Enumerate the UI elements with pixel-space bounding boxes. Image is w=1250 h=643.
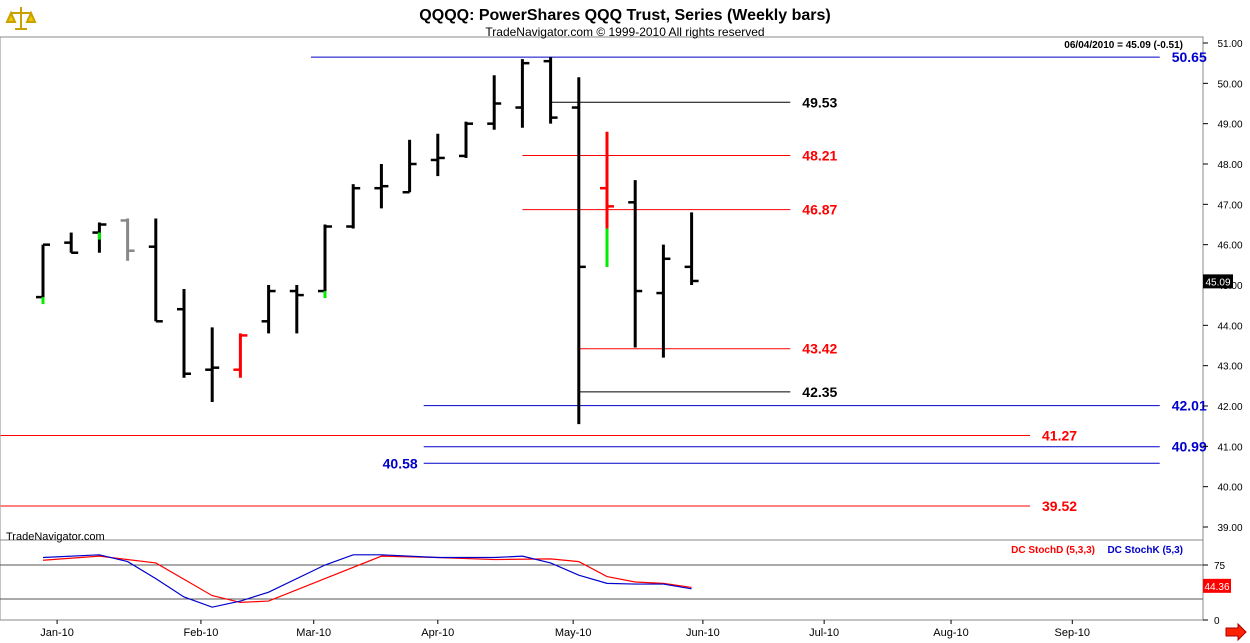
price-panel	[0, 36, 1204, 541]
level-label: 39.52	[1042, 498, 1077, 514]
y-tick-label: 42.00	[1217, 402, 1242, 413]
y-tick-label: 50.00	[1217, 79, 1242, 90]
trade-navigator-logo[interactable]	[5, 4, 37, 34]
ohlc-bar	[628, 180, 643, 348]
last-price-label: 45.09	[1205, 277, 1230, 288]
ohlc-bar	[402, 139, 417, 194]
y-tick-label: 43.00	[1217, 362, 1242, 373]
stochastic-lines	[0, 554, 1203, 608]
x-tick-label: Feb-10	[183, 627, 218, 639]
x-tick-label: Sep-10	[1055, 627, 1090, 639]
y-tick-label: 44.00	[1217, 321, 1242, 332]
level-label: 42.01	[1172, 398, 1207, 414]
y-tick-label: 51.00	[1217, 39, 1242, 50]
ohlc-bar	[233, 333, 248, 378]
scales-icon	[5, 7, 37, 30]
level-label: 42.35	[802, 384, 837, 400]
level-label: 49.53	[802, 94, 837, 110]
scroll-right-arrow-icon[interactable]	[1225, 622, 1247, 642]
ohlc-bar	[64, 232, 79, 254]
y-tick-label: 41.00	[1217, 442, 1242, 453]
watermark-text: TradeNavigator.com	[6, 531, 105, 543]
last-price-box	[1203, 274, 1233, 289]
y-tick-label: 40.00	[1217, 483, 1242, 494]
ohlc-bars	[36, 57, 699, 425]
ohlc-bar	[459, 121, 473, 158]
copyright-text: TradeNavigator.com © 1999-2010 All right…	[485, 25, 764, 39]
x-tick-label: Jan-10	[40, 627, 74, 639]
ohlc-bar	[515, 59, 530, 128]
y-tick-label: 49.00	[1217, 120, 1242, 131]
y-tick-label: 47.00	[1217, 200, 1242, 211]
ohlc-bar	[600, 131, 614, 267]
ohlc-bar	[36, 243, 50, 305]
y-tick-label: 39.00	[1217, 523, 1242, 534]
stoch-tick-label: 0	[1214, 616, 1220, 627]
level-label: 40.58	[383, 455, 418, 471]
legend-stoch-k: DC StochK (5,3)	[1107, 545, 1183, 556]
stoch-panel	[0, 539, 1204, 621]
quote-readout: 06/04/2010 = 45.09 (-0.51)	[1064, 40, 1183, 51]
legend-stoch-d: DC StochD (5,3,3)	[1011, 545, 1095, 556]
y-tick-label: 48.00	[1217, 160, 1242, 171]
level-label: 46.87	[802, 202, 837, 218]
ohlc-bar	[346, 184, 361, 229]
ohlc-bar	[571, 77, 586, 425]
x-tick-label: Jun-10	[686, 627, 720, 639]
price-levels: 50.65 49.53 48.21 46.87 43.42 42.35 42.01 41.27…	[0, 49, 1207, 514]
stoch-series-line	[42, 555, 692, 604]
ohlc-bar	[656, 244, 671, 358]
date-axis: Jan-10 Feb-10 Mar-10 Apr-10 May-10 Jun-10 Jul-…	[40, 620, 1090, 639]
x-tick-label: Aug-10	[933, 627, 968, 639]
x-tick-label: Mar-10	[296, 627, 331, 639]
chart-frame	[0, 36, 1204, 621]
x-tick-label: May-10	[555, 627, 592, 639]
stoch-axis: 75 0 44.36	[1203, 561, 1231, 627]
stoch-last-label: 44.36	[1204, 582, 1229, 593]
ohlc-bar	[374, 164, 389, 209]
ohlc-bar	[261, 285, 276, 334]
level-label: 41.27	[1042, 427, 1077, 443]
x-tick-label: Apr-10	[421, 627, 454, 639]
stoch-last-box	[1203, 578, 1231, 593]
chart-title: QQQQ: PowerShares QQQ Trust, Series (Wee…	[419, 7, 830, 24]
level-label: 48.21	[802, 148, 837, 164]
arrow-shape	[1225, 622, 1247, 642]
level-label: 50.65	[1172, 49, 1207, 65]
ohlc-bar	[318, 224, 332, 299]
ohlc-bar	[177, 289, 191, 378]
ohlc-bar	[684, 212, 699, 285]
stoch-series-line	[42, 554, 692, 608]
level-label: 40.99	[1172, 439, 1207, 455]
ohlc-bar	[205, 327, 220, 402]
ohlc-bar	[289, 285, 304, 334]
stoch-tick-label: 75	[1214, 561, 1226, 572]
ohlc-bar	[543, 57, 558, 124]
ohlc-bar	[120, 218, 135, 261]
price-axis: 51.0050.0049.0048.0047.0046.0045.0044.00…	[1203, 39, 1243, 534]
y-tick-label: 46.00	[1217, 241, 1242, 252]
x-tick-label: Jul-10	[809, 627, 839, 639]
ohlc-bar	[487, 75, 502, 130]
ohlc-bar	[148, 218, 163, 323]
level-label: 43.42	[802, 341, 837, 357]
ohlc-bar	[430, 133, 445, 177]
ohlc-bar	[92, 222, 107, 253]
